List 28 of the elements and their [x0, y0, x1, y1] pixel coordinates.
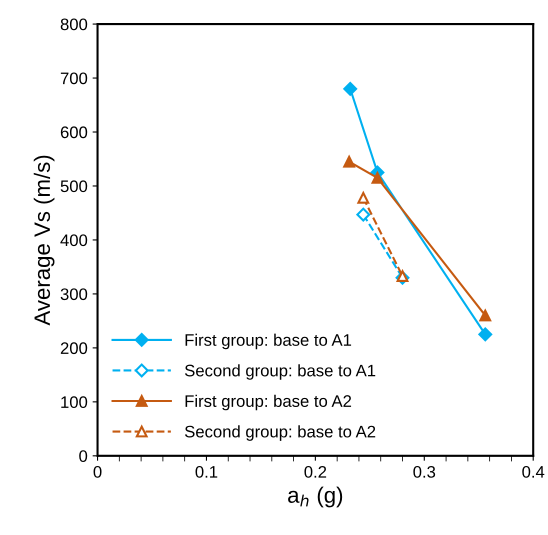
point	[479, 310, 492, 322]
point	[357, 192, 370, 204]
y-tick-label: 200	[60, 342, 88, 354]
point	[343, 82, 358, 96]
legend-label: Second group: base to A2	[184, 425, 376, 441]
y-tick-label: 400	[60, 234, 88, 246]
y-tick-label: 800	[60, 18, 88, 30]
legend-label: Second group: base to A1	[184, 364, 376, 380]
x-tick-label: 0.2	[304, 466, 326, 478]
y-tick-label: 0	[79, 450, 88, 462]
y-tick-label: 300	[60, 288, 88, 300]
legend-label: First group: base to A2	[186, 394, 352, 410]
y-tick-label: 600	[60, 126, 88, 138]
x-tick-label: 0	[94, 466, 102, 478]
point	[343, 156, 356, 168]
x-tick-label: 0.3	[413, 466, 436, 478]
x-axis-title: a$_{h}$ (g)	[288, 486, 342, 508]
point	[356, 208, 370, 222]
point	[478, 327, 492, 342]
legend-label: First group: base to A1	[186, 334, 352, 350]
y-tick-label: 100	[61, 396, 88, 408]
x-tick-label: 0.4	[522, 466, 544, 478]
y-tick-label: 500	[60, 180, 88, 192]
y-axis-title: Average Vs (m/s)	[34, 156, 54, 326]
x-tick-label: 0.1	[196, 466, 218, 478]
y-tick-label: 700	[60, 72, 88, 84]
point	[372, 172, 384, 184]
point	[396, 270, 408, 282]
